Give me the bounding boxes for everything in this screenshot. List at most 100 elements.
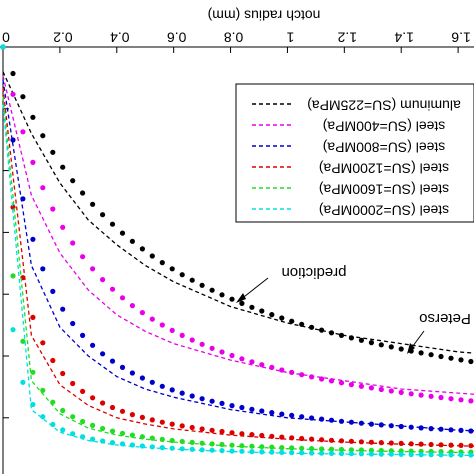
x-tick-label: 1.6: [451, 29, 471, 45]
data-point: [149, 253, 155, 259]
data-point: [358, 337, 364, 343]
data-point: [20, 196, 26, 202]
data-point: [338, 332, 345, 338]
data-point: [10, 273, 16, 279]
data-point: [189, 337, 195, 343]
data-point: [119, 441, 126, 447]
data-point: [20, 94, 26, 100]
data-point: [189, 277, 195, 283]
data-point: [199, 341, 205, 347]
peterson-arrowhead: [407, 343, 415, 354]
data-point: [239, 448, 245, 454]
data-point: [20, 379, 26, 385]
data-point: [169, 387, 175, 393]
data-point: [70, 240, 76, 246]
data-point: [319, 416, 325, 422]
legend: aluminum (SU=225MPa) steel (SU=400MPa) ste…: [235, 83, 474, 223]
series-layer: [0, 44, 474, 458]
data-point: [348, 438, 354, 444]
annotations: prediction Peterso: [236, 264, 471, 354]
data-point: [279, 449, 285, 455]
data-point: [299, 372, 305, 378]
data-point: [70, 380, 76, 387]
data-point: [0, 44, 6, 50]
data-point: [40, 340, 46, 346]
series-5: [0, 44, 474, 458]
data-point: [338, 446, 345, 453]
data-point: [109, 358, 116, 364]
data-point: [219, 292, 225, 298]
data-point: [50, 421, 56, 428]
data-point: [199, 440, 205, 446]
data-point: [269, 444, 275, 450]
data-point: [139, 375, 145, 381]
data-point: [458, 452, 464, 458]
data-point: [249, 449, 255, 455]
data-point: [30, 159, 36, 165]
data-point: [169, 421, 175, 427]
data-point: [398, 346, 404, 352]
data-point: [299, 435, 305, 442]
data-point: [309, 324, 315, 330]
data-point: [239, 443, 245, 449]
data-point: [408, 391, 414, 397]
data-point: [239, 404, 245, 411]
data-point: [388, 423, 394, 429]
data-point: [448, 396, 454, 402]
data-point: [309, 374, 315, 380]
data-point: [408, 441, 414, 447]
data-point: [90, 422, 96, 428]
data-point: [368, 340, 374, 346]
data-point: [219, 441, 225, 448]
data-point: [199, 447, 205, 453]
series-0: [0, 44, 474, 365]
data-point: [100, 400, 106, 406]
data-point: [60, 407, 66, 414]
data-point: [179, 332, 185, 338]
legend-label: steel (SU=1600MPa): [319, 181, 449, 197]
data-point: [398, 440, 404, 446]
x-tick-label: 0.2: [53, 29, 73, 45]
data-point: [129, 442, 135, 448]
data-point: [408, 424, 414, 430]
data-point: [378, 422, 384, 428]
data-point: [209, 447, 215, 453]
data-point: [239, 300, 245, 306]
data-point: [289, 435, 295, 441]
data-point: [199, 282, 205, 288]
data-point: [368, 451, 374, 457]
data-point: [139, 414, 145, 420]
data-point: [358, 447, 364, 453]
data-point: [20, 129, 26, 135]
data-point: [358, 383, 364, 389]
data-point: [60, 427, 66, 433]
data-point: [358, 439, 364, 445]
data-point: [299, 321, 305, 327]
data-point: [159, 419, 165, 425]
data-point: [468, 428, 474, 434]
data-point: [40, 133, 46, 139]
data-point: [50, 149, 56, 155]
data-point: [249, 359, 255, 365]
data-point: [319, 450, 325, 456]
data-point: [388, 388, 394, 394]
data-point: [50, 357, 56, 364]
data-point: [468, 398, 474, 404]
data-point: [388, 344, 394, 350]
data-point: [438, 452, 444, 458]
data-point: [328, 446, 335, 452]
data-point: [70, 414, 76, 420]
data-point: [259, 362, 265, 368]
data-point: [90, 395, 96, 401]
data-point: [299, 445, 305, 451]
data-point: [209, 287, 215, 293]
data-point: [149, 444, 155, 450]
data-point: [169, 266, 175, 272]
data-point: [378, 451, 384, 457]
data-point: [149, 379, 155, 385]
data-point: [189, 393, 195, 399]
data-point: [50, 288, 56, 294]
data-point: [60, 164, 66, 170]
data-point: [438, 442, 444, 448]
